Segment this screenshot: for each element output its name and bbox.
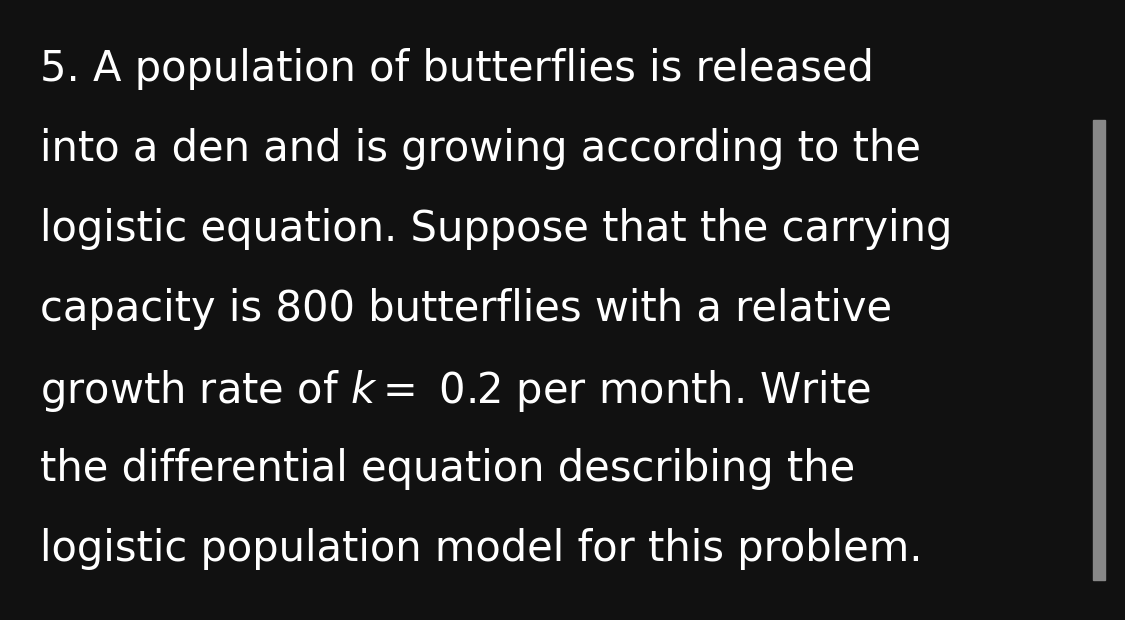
Text: logistic equation. Suppose that the carrying: logistic equation. Suppose that the carr…: [40, 208, 953, 250]
Text: 5. A population of butterflies is released: 5. A population of butterflies is releas…: [40, 48, 874, 90]
Text: into a den and is growing according to the: into a den and is growing according to t…: [40, 128, 921, 170]
Bar: [1094, 120, 1105, 580]
Text: logistic population model for this problem.: logistic population model for this probl…: [40, 528, 922, 570]
Text: growth rate of $k =$ 0.2 per month. Write: growth rate of $k =$ 0.2 per month. Writ…: [40, 368, 871, 414]
Text: capacity is 800 butterflies with a relative: capacity is 800 butterflies with a relat…: [40, 288, 892, 330]
Text: the differential equation describing the: the differential equation describing the: [40, 448, 855, 490]
